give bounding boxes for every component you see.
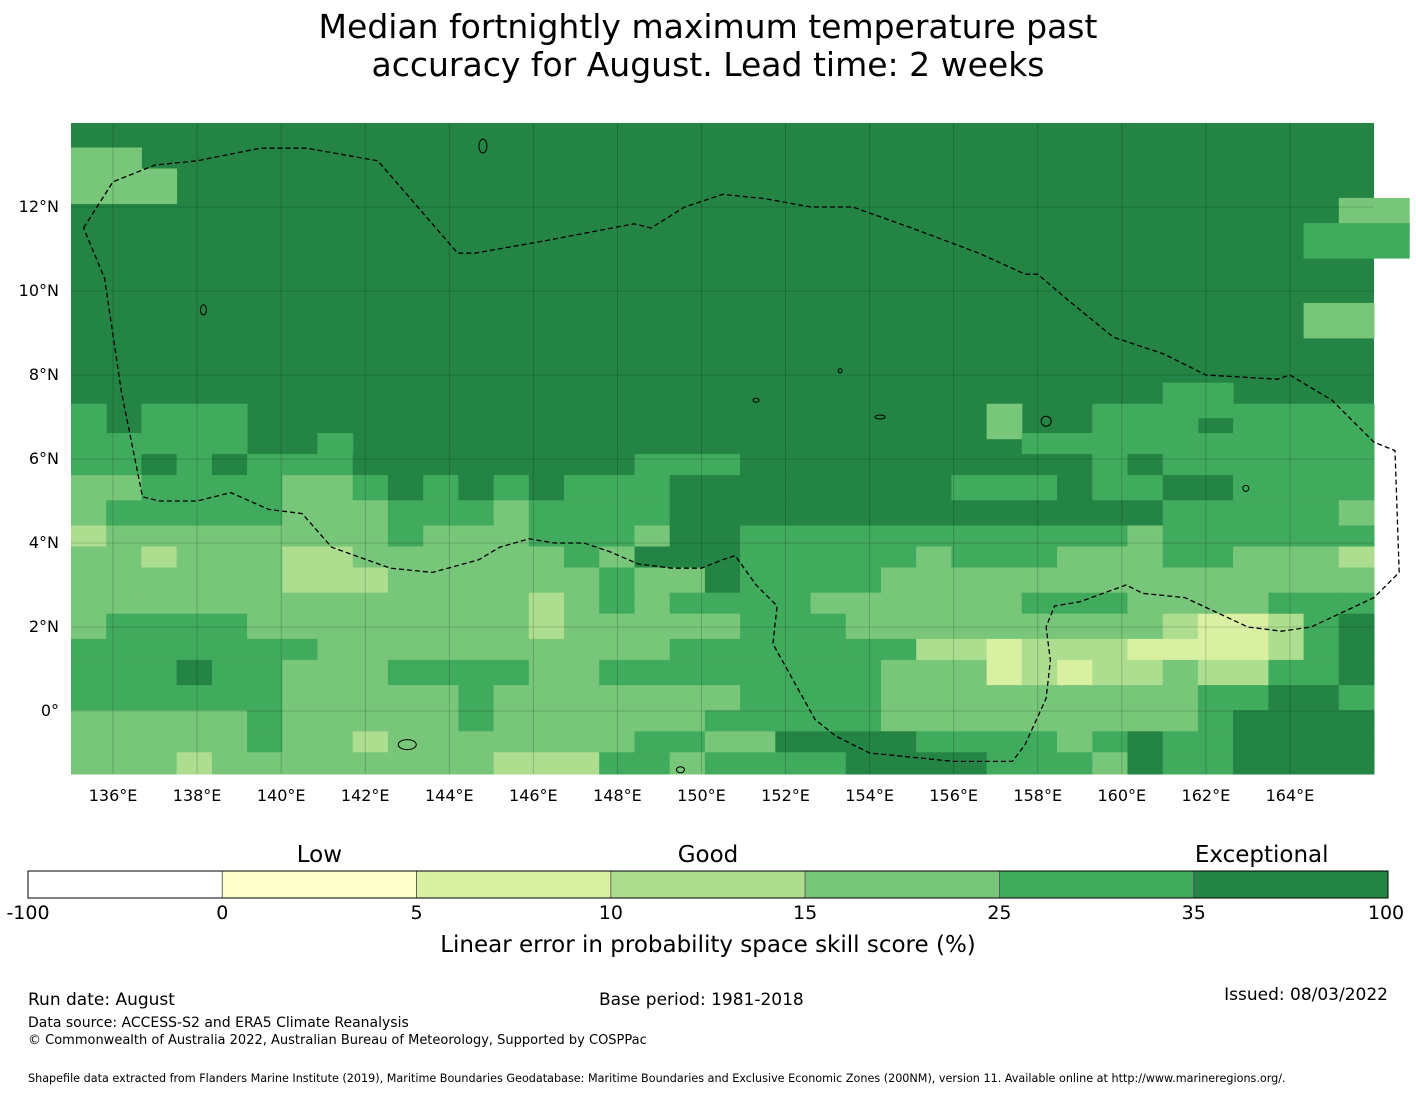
grid-cell — [493, 752, 600, 775]
colorbar-frame — [27, 870, 1389, 899]
grid-cell — [986, 403, 1023, 440]
colorbar-tick-label: 10 — [598, 902, 623, 924]
island-outline — [837, 368, 843, 374]
grid-cell — [845, 752, 988, 775]
colorbar-tick-label: 35 — [1181, 902, 1206, 924]
grid-cell — [1092, 752, 1128, 775]
longitude-tick-label: 144°E — [424, 786, 474, 805]
colorbar-segment — [416, 870, 612, 899]
island-outline — [675, 766, 685, 774]
colorbar-segment — [610, 870, 806, 899]
colorbar-tick-label: 15 — [793, 902, 818, 924]
copyright: © Commonwealth of Australia 2022, Austra… — [28, 1033, 647, 1048]
grid-cell — [71, 168, 178, 204]
latitude-tick-label: 12°N — [18, 197, 59, 216]
longitude-tick-label: 140°E — [256, 786, 306, 805]
colorbar-segment — [804, 870, 1000, 899]
longitude-tick-label: 160°E — [1097, 786, 1147, 805]
colorbar-segment — [221, 870, 417, 899]
base-period: Base period: 1981-2018 — [599, 990, 804, 1010]
colorbar-segment — [27, 870, 223, 899]
longitude-tick-label: 162°E — [1181, 786, 1231, 805]
longitude-tick-label: 154°E — [845, 786, 894, 805]
island-outline — [199, 304, 207, 316]
grid-cell — [599, 752, 671, 775]
data-source: Data source: ACCESS-S2 and ERA5 Climate … — [28, 1015, 409, 1031]
grid-cell — [1233, 752, 1375, 775]
colorbar-category-label: Good — [677, 842, 739, 868]
island-outlines — [199, 138, 1250, 774]
longitude-tick-label: 138°E — [172, 786, 222, 805]
colorbar-tick-label: 0 — [216, 902, 229, 924]
colorbar — [27, 870, 1389, 899]
island-outline — [478, 138, 488, 154]
title-line-2: accuracy for August. Lead time: 2 weeks — [371, 45, 1045, 84]
colorbar-category-label: Low — [296, 842, 343, 868]
grid-cell — [669, 752, 706, 775]
longitude-tick-label: 142°E — [340, 786, 390, 805]
grid-cell — [211, 752, 495, 775]
colorbar-tick-label: 25 — [987, 902, 1012, 924]
island-outline — [1242, 484, 1250, 492]
grid-cell — [1303, 223, 1410, 259]
colorbar-title: Linear error in probability space skill … — [440, 932, 976, 958]
colorbar-tick-label: 5 — [410, 902, 423, 924]
grid-cell — [176, 752, 213, 775]
island-outline — [1040, 415, 1052, 427]
grid-cell — [704, 752, 882, 775]
grid-cell — [71, 752, 178, 775]
shapefile-credit: Shapefile data extracted from Flanders M… — [28, 1072, 1286, 1085]
island-outline — [752, 397, 760, 403]
colorbar-segment — [1193, 870, 1389, 899]
grid-cell — [1127, 752, 1164, 775]
grid-cell — [986, 752, 1093, 775]
run-date: Run date: August — [28, 990, 175, 1010]
latitude-tick-label: 4°N — [28, 533, 59, 552]
longitude-tick-label: 148°E — [593, 786, 642, 805]
skill-grid — [71, 123, 1410, 775]
map-title: Median fortnightly maximum temperature p… — [0, 8, 1416, 84]
latitude-tick-label: 10°N — [18, 281, 59, 300]
longitude-tick-label: 150°E — [677, 786, 726, 805]
colorbar-tick-label: -100 — [6, 902, 50, 924]
grid-cell — [1303, 302, 1375, 339]
colorbar-segment — [999, 870, 1195, 899]
latitude-tick-label: 6°N — [28, 449, 59, 468]
longitude-tick-label: 164°E — [1265, 786, 1315, 805]
latitude-tick-label: 2°N — [28, 617, 59, 636]
latitude-tick-label: 8°N — [28, 365, 59, 384]
graticule — [71, 123, 1374, 774]
issued-date: Issued: 08/03/2022 — [1224, 985, 1388, 1005]
grid-cell — [1162, 752, 1234, 775]
longitude-tick-label: 136°E — [88, 786, 138, 805]
island-outline — [874, 414, 886, 420]
eez-boundary — [83, 147, 1400, 763]
title-line-1: Median fortnightly maximum temperature p… — [318, 7, 1098, 46]
longitude-tick-label: 146°E — [509, 786, 558, 805]
colorbar-tick-label: 100 — [1367, 902, 1405, 924]
colorbar-category-label: Exceptional — [1194, 842, 1329, 868]
latitude-tick-label: 0° — [40, 701, 59, 720]
longitude-tick-label: 156°E — [929, 786, 978, 805]
island-outline — [397, 739, 417, 751]
longitude-tick-label: 152°E — [761, 786, 810, 805]
longitude-tick-label: 158°E — [1013, 786, 1063, 805]
